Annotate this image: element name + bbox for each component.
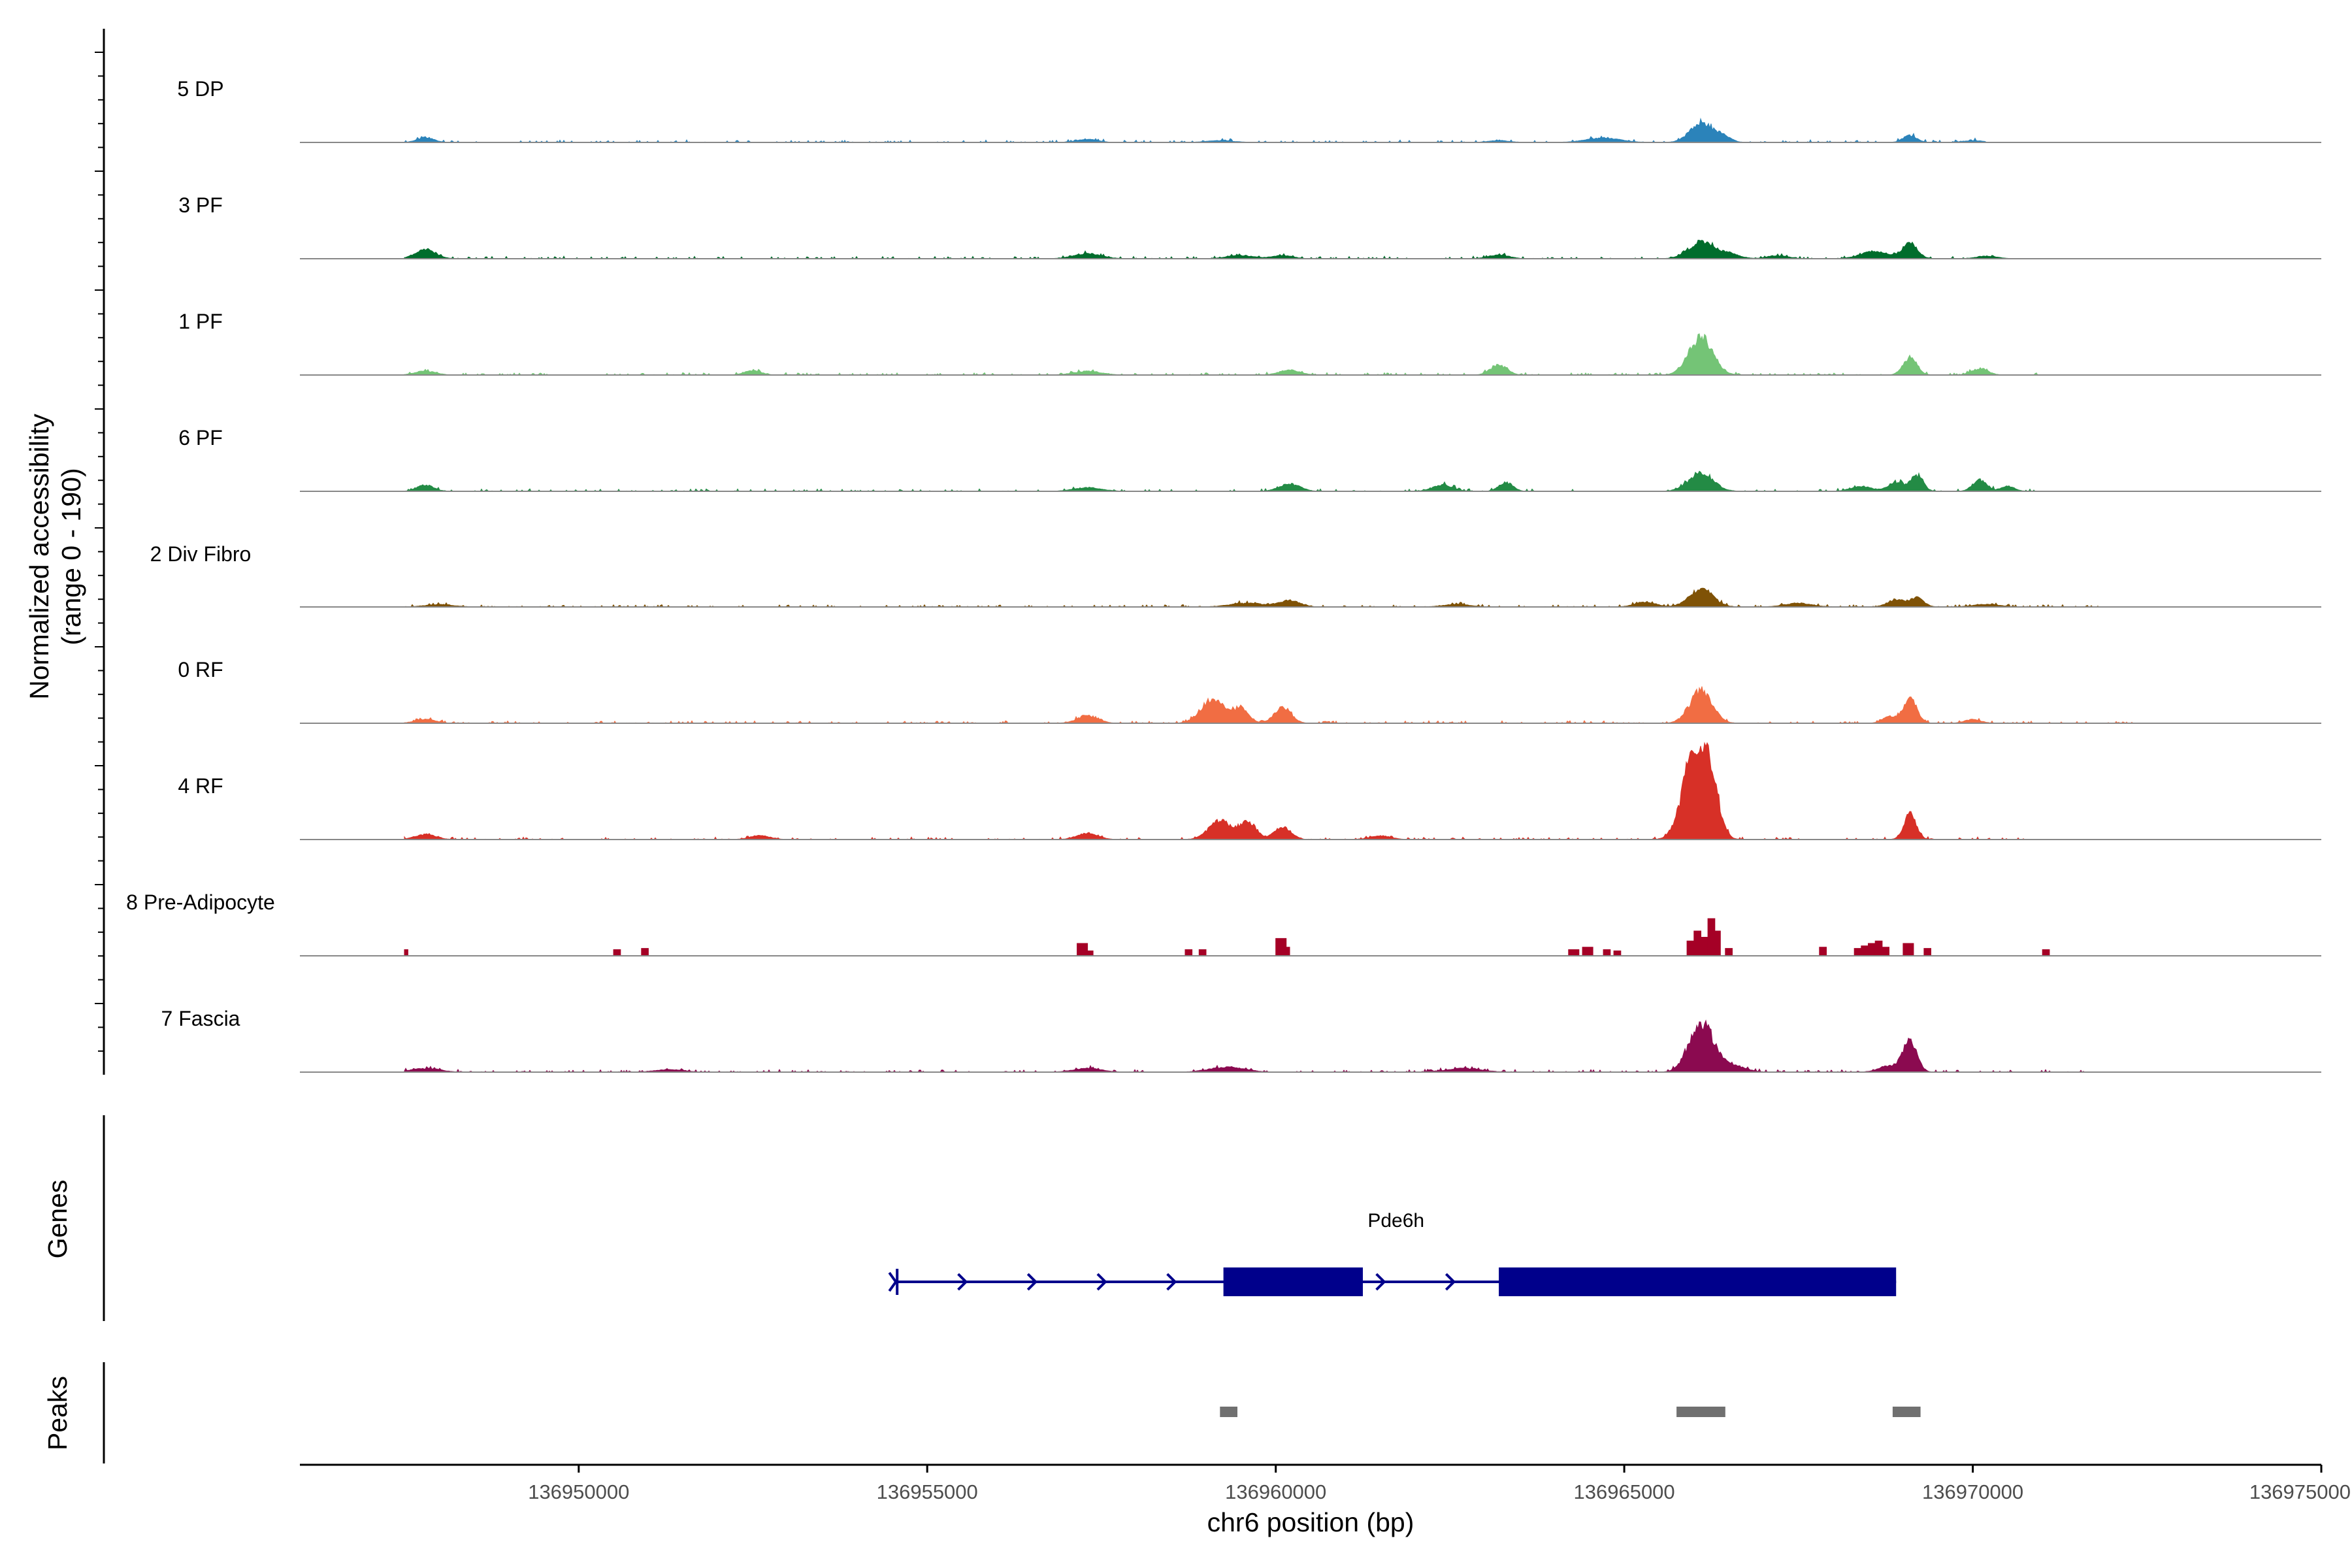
track-coverage-3-pf: [404, 239, 2015, 259]
track-4-rf: 4 RF: [178, 742, 2321, 840]
track-label-6-pf: 6 PF: [178, 426, 223, 449]
track-label-7-fascia: 7 Fascia: [161, 1007, 240, 1030]
track-1-pf: 1 PF: [178, 310, 2321, 376]
x-tick-label: 136955000: [877, 1480, 978, 1503]
track-coverage-7-fascia: [404, 1019, 2085, 1073]
track-label-1-pf: 1 PF: [178, 310, 223, 333]
strand-arrow-icon: [1026, 1273, 1038, 1291]
track-label-0-rf: 0 RF: [178, 658, 223, 681]
x-axis-label: chr6 position (bp): [1207, 1507, 1414, 1537]
track-coverage-4-rf: [404, 742, 2029, 840]
peak-region: [1676, 1407, 1725, 1417]
track-coverage-1-pf: [404, 333, 2043, 376]
track-label-3-pf: 3 PF: [178, 193, 223, 217]
track-coverage-8-pre-adipocyte: [404, 918, 2050, 956]
track-label-2-div-fibro: 2 Div Fibro: [150, 542, 252, 566]
track-2-div-fibro: 2 Div Fibro: [150, 542, 2321, 608]
strand-arrow-icon: [957, 1273, 968, 1291]
track-label-5-dp: 5 DP: [177, 77, 223, 101]
gene-name-label: Pde6h: [1367, 1210, 1424, 1232]
gene-model-pde6h: [888, 1267, 1897, 1296]
x-tick-label: 136965000: [1574, 1480, 1675, 1503]
track-label-8-pre-adipocyte: 8 Pre-Adipocyte: [126, 890, 275, 914]
peak-region: [1892, 1407, 1921, 1417]
gene-exon: [1223, 1267, 1363, 1296]
coverage-tracks: 5 DP 3 PF 1 PF 6 PF 2 Div Fibro 0 RF 4 RF 8 Pre…: [126, 77, 2321, 1073]
track-0-rf: 0 RF: [178, 658, 2321, 724]
gene-exon: [1499, 1267, 1897, 1296]
track-7-fascia: 7 Fascia: [161, 1007, 2321, 1073]
y-axis-label-line1: Normalized accessibility: [24, 414, 54, 700]
peaks-label: Peaks: [42, 1376, 73, 1450]
track-coverage-6-pf: [404, 470, 2043, 492]
track-6-pf: 6 PF: [178, 426, 2321, 492]
strand-arrow-icon: [1445, 1273, 1456, 1291]
strand-arrow-icon: [1375, 1273, 1386, 1291]
x-tick-label: 136960000: [1225, 1480, 1326, 1503]
genes-label: Genes: [42, 1180, 73, 1259]
track-5-dp: 5 DP: [177, 77, 2321, 143]
x-tick-label: 136950000: [528, 1480, 629, 1503]
peak-region: [1220, 1407, 1237, 1417]
track-label-4-rf: 4 RF: [178, 774, 223, 798]
coverage-y-ticks: [95, 52, 104, 1052]
strand-arrow-icon: [1096, 1273, 1107, 1291]
x-axis-ticks: 136950000 136955000 136960000 136965000 1369…: [528, 1465, 2351, 1503]
y-axis-label-line2: (range 0 - 190): [56, 468, 86, 645]
gene-tss-chevron: [888, 1271, 898, 1292]
track-3-pf: 3 PF: [178, 193, 2321, 259]
strand-arrow-icon: [1166, 1273, 1177, 1291]
x-tick-label: 136970000: [1922, 1480, 2023, 1503]
track-coverage-5-dp: [404, 118, 1988, 143]
peak-regions: [1220, 1407, 1921, 1417]
track-coverage-0-rf: [404, 686, 2140, 724]
track-8-pre-adipocyte: 8 Pre-Adipocyte: [126, 890, 2321, 956]
track-coverage-2-div-fibro: [404, 587, 2099, 608]
x-tick-label: 136975000: [2249, 1480, 2351, 1503]
